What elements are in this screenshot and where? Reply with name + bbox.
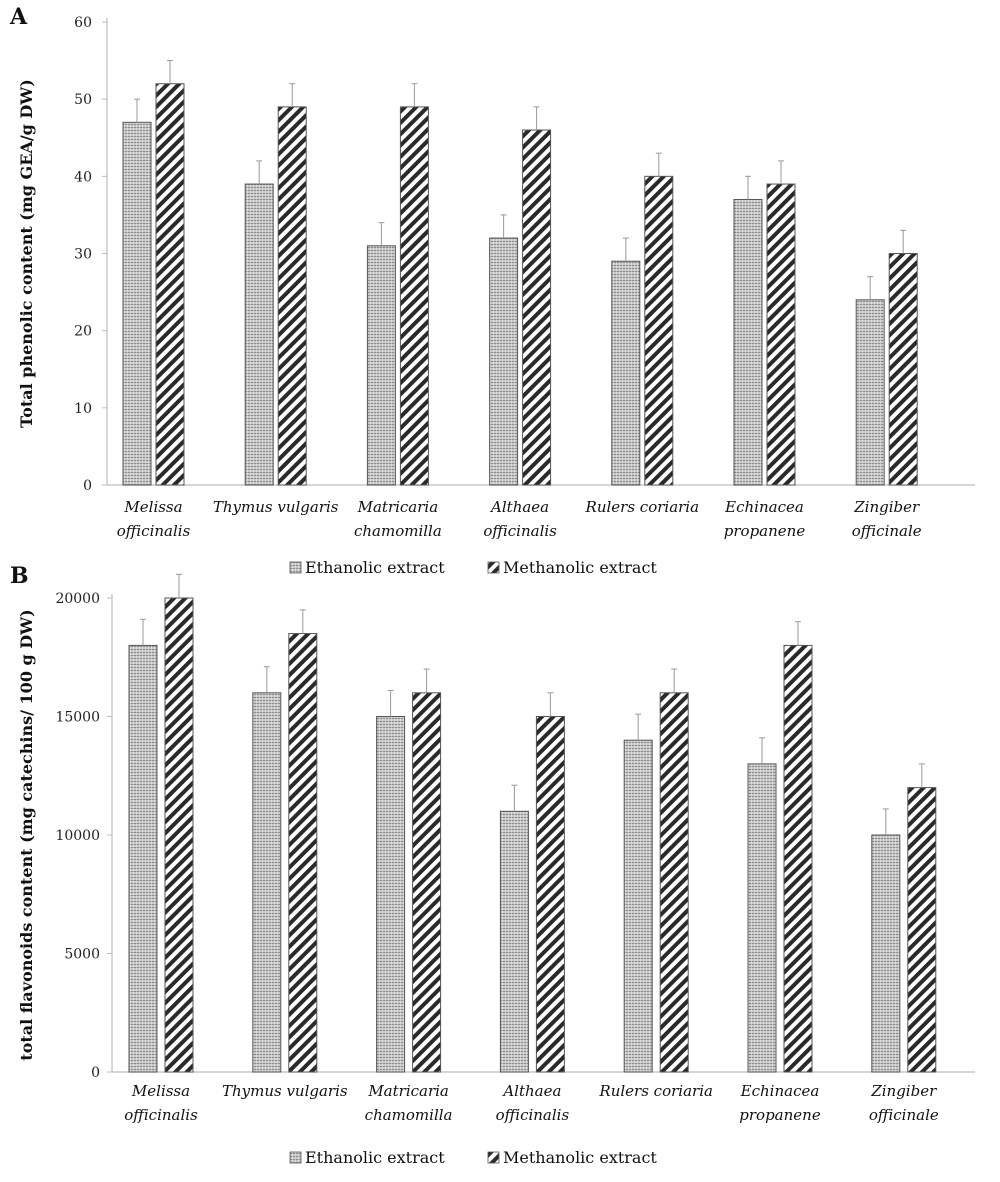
y-tick-label: 0 bbox=[83, 478, 92, 494]
y-axis-title: total flavonoids content (mg catechins/ … bbox=[17, 609, 36, 1060]
category-label: Matricaria bbox=[357, 498, 439, 516]
bar-ethanolic bbox=[489, 237, 519, 486]
category-label: Zingiber bbox=[853, 498, 920, 516]
bar-methanolic bbox=[783, 644, 813, 1073]
bar-methanolic bbox=[164, 597, 194, 1073]
category-label: Thymus vulgaris bbox=[222, 1082, 348, 1100]
bar-ethanolic bbox=[252, 692, 282, 1073]
category-label: Melissa bbox=[123, 498, 182, 516]
legend-label: Ethanolic extract bbox=[305, 558, 445, 577]
bar-methanolic bbox=[288, 633, 318, 1073]
category-label: chamomilla bbox=[354, 522, 442, 540]
legend-swatch bbox=[487, 1151, 500, 1164]
category-label: propanene bbox=[724, 522, 806, 540]
bar-ethanolic bbox=[128, 644, 158, 1073]
bar-methanolic bbox=[766, 183, 796, 486]
bar-ethanolic bbox=[499, 810, 529, 1073]
bar-methanolic bbox=[535, 716, 565, 1073]
bar-methanolic bbox=[412, 692, 442, 1073]
y-tick-label: 30 bbox=[74, 247, 92, 263]
category-label: Echinacea bbox=[740, 1082, 820, 1100]
panel-a-chart: A 0 10 20 30 40 50 60 Total phenolic content (mg… bbox=[9, 4, 975, 577]
bar-ethanolic bbox=[244, 183, 274, 486]
y-tick-label: 10 bbox=[74, 401, 92, 417]
category-label: Thymus vulgaris bbox=[213, 498, 339, 516]
legend-swatch bbox=[289, 561, 302, 574]
bar-methanolic bbox=[399, 106, 429, 486]
category-label: Matricaria bbox=[367, 1082, 449, 1100]
bar-ethanolic bbox=[747, 763, 777, 1073]
bar-methanolic bbox=[644, 175, 674, 486]
category-label: officinalis bbox=[496, 1106, 570, 1124]
panel-label: A bbox=[9, 4, 28, 30]
bar-methanolic bbox=[659, 692, 689, 1073]
category-label: officinale bbox=[869, 1106, 939, 1124]
bar-ethanolic bbox=[855, 299, 885, 486]
bar-ethanolic bbox=[871, 834, 901, 1073]
category-label: Rulers coriaria bbox=[585, 498, 700, 516]
legend-swatch bbox=[289, 1151, 302, 1164]
bar-ethanolic bbox=[366, 245, 396, 486]
bar-ethanolic bbox=[623, 739, 653, 1073]
y-tick-label: 5000 bbox=[64, 947, 100, 963]
y-tick-label: 60 bbox=[74, 15, 92, 31]
category-label: Zingiber bbox=[870, 1082, 937, 1100]
category-label: Althaea bbox=[501, 1082, 561, 1100]
category-label: chamomilla bbox=[365, 1106, 453, 1124]
y-tick-label: 20000 bbox=[55, 591, 100, 607]
category-label: officinalis bbox=[117, 522, 191, 540]
bar-methanolic bbox=[155, 83, 185, 486]
bar-methanolic bbox=[907, 787, 937, 1073]
legend-swatch bbox=[487, 561, 500, 574]
bar-ethanolic bbox=[376, 716, 406, 1073]
category-label: officinalis bbox=[124, 1106, 198, 1124]
category-label: officinale bbox=[852, 522, 922, 540]
bar-ethanolic bbox=[733, 198, 763, 486]
y-tick-label: 10000 bbox=[55, 828, 100, 844]
bar-ethanolic bbox=[611, 260, 641, 486]
legend-label: Methanolic extract bbox=[503, 1148, 657, 1167]
category-label: officinalis bbox=[483, 522, 557, 540]
category-label: Althaea bbox=[489, 498, 549, 516]
bar-methanolic bbox=[888, 253, 918, 486]
category-label: Echinacea bbox=[724, 498, 804, 516]
panel-label: B bbox=[10, 563, 29, 589]
y-tick-label: 50 bbox=[74, 92, 92, 108]
y-tick-label: 20 bbox=[74, 324, 92, 340]
category-label: Rulers coriaria bbox=[598, 1082, 713, 1100]
bar-ethanolic bbox=[122, 121, 152, 486]
y-tick-label: 40 bbox=[74, 169, 92, 185]
category-label: propanene bbox=[739, 1106, 821, 1124]
bar-methanolic bbox=[522, 129, 552, 486]
y-axis-title: Total phenolic content (mg GEA/g DW) bbox=[17, 79, 36, 428]
panel-b-chart: B 0 5000 10000 15000 20000 total flavonoids co… bbox=[10, 563, 975, 1167]
bar-methanolic bbox=[277, 106, 307, 486]
category-label: Melissa bbox=[131, 1082, 190, 1100]
legend-label: Ethanolic extract bbox=[305, 1148, 445, 1167]
y-tick-label: 15000 bbox=[55, 710, 100, 726]
y-tick-label: 0 bbox=[91, 1065, 100, 1081]
legend-label: Methanolic extract bbox=[503, 558, 657, 577]
